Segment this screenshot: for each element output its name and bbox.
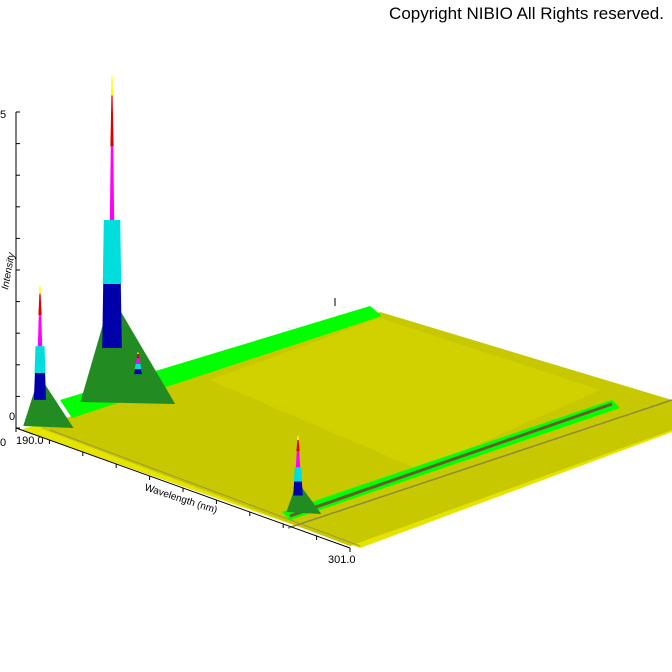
peaks-layer xyxy=(23,76,322,514)
peak-band xyxy=(110,95,114,147)
peak-band xyxy=(34,346,46,373)
spectrum-peak xyxy=(23,285,74,428)
spectrum-peak xyxy=(286,435,322,514)
peak-band xyxy=(102,220,122,284)
mid-groove xyxy=(49,429,361,547)
peak-band xyxy=(134,369,142,375)
x-tick-end: 301.0 xyxy=(328,554,356,566)
peak-band xyxy=(295,451,301,468)
peak-band xyxy=(137,352,139,354)
peak-band xyxy=(33,372,47,400)
peak-band xyxy=(136,353,140,359)
y-tick-top: 5 xyxy=(0,109,6,121)
spectrum-peak xyxy=(129,352,155,386)
peak-band xyxy=(37,315,43,347)
y-tick-bottom: 0 xyxy=(9,411,15,423)
front-ridge-shadow xyxy=(289,402,613,518)
peak-band xyxy=(102,284,122,348)
spectrum-peak xyxy=(80,76,176,404)
peak-band xyxy=(133,374,143,378)
peak-band xyxy=(297,435,299,440)
copyright-text: Copyright NIBIO All Rights reserved. xyxy=(389,4,664,23)
peak-band xyxy=(101,348,123,396)
front-groove xyxy=(287,399,672,529)
y-axis-ticks xyxy=(16,111,20,429)
peak-band xyxy=(39,285,41,294)
peak-band xyxy=(38,293,42,316)
peak-base xyxy=(80,300,176,404)
peak-band xyxy=(109,146,115,220)
y-axis-title: Intensity xyxy=(0,251,17,291)
peak-band xyxy=(293,467,303,482)
peak-band xyxy=(292,495,304,506)
peak-band xyxy=(134,363,142,370)
surface-highlight xyxy=(210,318,600,470)
peak-band xyxy=(293,481,303,496)
x-axis-ticks xyxy=(15,428,351,552)
peak-band xyxy=(33,399,47,420)
peak-band xyxy=(111,76,113,96)
y-tick-zero: 0 xyxy=(0,437,6,449)
peak-band xyxy=(135,358,141,364)
x-tick-start: 190.0 xyxy=(16,435,44,447)
peak-band xyxy=(296,439,300,452)
